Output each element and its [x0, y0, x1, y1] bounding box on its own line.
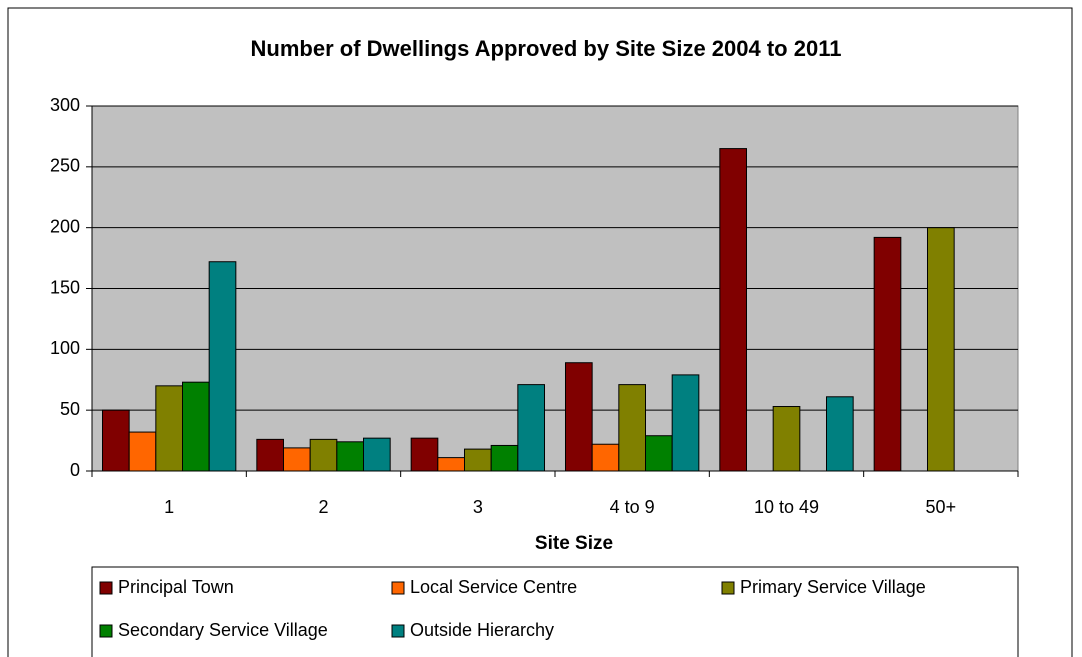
- y-tick-label: 150: [50, 277, 80, 297]
- bar: [490, 444, 519, 472]
- bar: [826, 396, 854, 472]
- bar: [926, 227, 955, 472]
- legend-swatch: [391, 624, 405, 638]
- y-tick-label: 200: [50, 216, 80, 236]
- x-tick-label: 4 to 9: [610, 497, 655, 517]
- x-tick-label: 2: [318, 497, 328, 517]
- y-tick-label: 250: [50, 156, 80, 176]
- bar: [645, 435, 673, 472]
- bar: [128, 431, 157, 472]
- legend-label: Primary Service Village: [740, 577, 926, 597]
- legend-swatch: [391, 581, 405, 595]
- legend-swatch: [99, 581, 113, 595]
- chart-title: Number of Dwellings Approved by Site Siz…: [251, 36, 842, 61]
- legend-label: Outside Hierarchy: [410, 620, 554, 640]
- bar: [517, 384, 546, 472]
- legend-label: Local Service Centre: [410, 577, 577, 597]
- bar: [363, 437, 391, 472]
- legend-swatch: [721, 581, 735, 595]
- x-tick-label: 50+: [926, 497, 957, 517]
- bar: [671, 374, 700, 472]
- bar: [410, 437, 439, 472]
- legend-box: [91, 566, 1019, 657]
- x-axis-title: Site Size: [535, 533, 613, 554]
- bar: [719, 148, 747, 472]
- bar: [873, 236, 902, 472]
- bar: [772, 406, 801, 472]
- bar: [182, 381, 210, 472]
- legend-label: Secondary Service Village: [118, 620, 328, 640]
- legend-label: Principal Town: [118, 577, 234, 597]
- bar: [336, 441, 365, 472]
- bar: [309, 438, 338, 472]
- legend-swatch: [99, 624, 113, 638]
- bar: [101, 409, 130, 472]
- bar: [282, 447, 311, 472]
- bar: [155, 385, 184, 472]
- x-tick-label: 1: [164, 497, 174, 517]
- x-tick-label: 3: [473, 497, 483, 517]
- bar: [618, 384, 647, 472]
- bar: [564, 362, 593, 472]
- y-tick-label: 300: [50, 95, 80, 115]
- bar: [437, 457, 465, 472]
- bar: [208, 261, 237, 472]
- y-tick-label: 100: [50, 338, 80, 358]
- x-tick-label: 10 to 49: [754, 497, 819, 517]
- y-tick-label: 0: [70, 460, 80, 480]
- y-tick-label: 50: [60, 399, 80, 419]
- bar: [256, 438, 284, 472]
- bar: [463, 448, 492, 472]
- bar: [591, 443, 620, 472]
